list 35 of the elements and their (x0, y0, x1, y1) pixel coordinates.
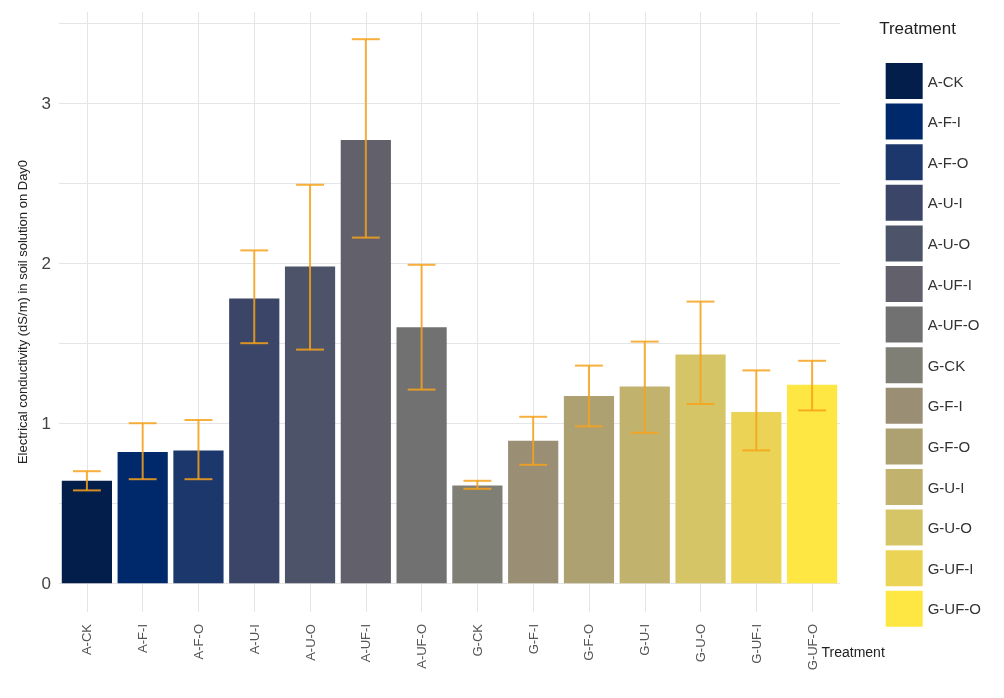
legend-label: G-U-O (927, 519, 972, 537)
x-tick-label: A-U-O (302, 624, 318, 661)
legend-label: G-F-O (927, 437, 971, 455)
y-axis-title: Electrical conductivity (dS/m) in soil solution on Day0 (15, 159, 30, 465)
y-tick-label: 0 (41, 573, 51, 593)
x-tick-label: G-F-O (581, 624, 597, 661)
x-tick-label: A-UF-O (414, 624, 430, 669)
x-tick-label: A-UF-I (358, 624, 374, 663)
legend-label: A-UF-I (927, 275, 972, 293)
x-tick-label: G-F-I (525, 624, 541, 655)
legend-label: A-F-I (927, 113, 962, 131)
legend-label: G-CK (927, 356, 966, 374)
x-tick-label: G-U-I (637, 624, 653, 656)
x-tick-label: A-CK (79, 623, 95, 656)
y-tick-label: 1 (41, 413, 51, 433)
x-tick-label: G-U-O (693, 624, 709, 663)
x-tick-label: A-U-I (246, 624, 262, 655)
x-tick-label: G-UF-I (748, 624, 764, 664)
legend-label: A-UF-O (927, 316, 980, 334)
legend-label: A-U-I (927, 194, 963, 212)
legend-label: A-U-O (927, 234, 971, 252)
x-axis-title: Treatment (821, 644, 885, 661)
legend-label: G-UF-O (927, 600, 982, 618)
legend-title: Treatment (879, 19, 957, 38)
y-tick-label: 3 (41, 93, 51, 113)
legend-label: A-CK (927, 72, 964, 90)
x-tick-label: A-F-I (135, 624, 151, 653)
legend-label: G-U-I (927, 478, 965, 496)
y-tick-label: 2 (41, 253, 51, 273)
x-tick-label: G-CK (469, 623, 485, 657)
legend-label: G-UF-I (927, 559, 974, 577)
legend-label: G-F-I (927, 397, 963, 415)
legend-label: A-F-O (927, 153, 969, 171)
x-tick-label: G-UF-O (804, 624, 820, 671)
x-tick-label: A-F-O (190, 624, 206, 660)
